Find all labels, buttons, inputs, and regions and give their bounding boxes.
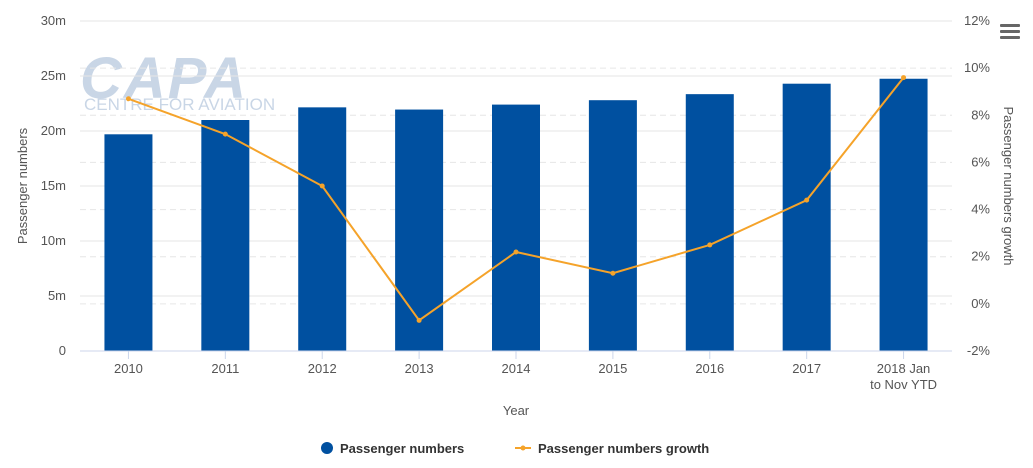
growth-point: [416, 317, 422, 323]
legend-label: Passenger numbers growth: [538, 441, 709, 456]
legend: Passenger numbers Passenger numbers growt…: [321, 441, 709, 456]
legend-label: Passenger numbers: [340, 441, 464, 456]
growth-point: [610, 270, 616, 276]
growth-point: [513, 249, 519, 255]
bar: [298, 107, 347, 351]
x-tick-label: 2012: [308, 361, 337, 376]
growth-point: [901, 75, 907, 81]
bar: [104, 134, 153, 351]
bar: [492, 104, 540, 351]
y2-tick-label: 0%: [971, 296, 990, 311]
x-tick-label-line: to Nov YTD: [870, 377, 937, 392]
axes: 0 5m 10m 15m 20m 25m 30m -2% 0% 2% 4% 6% 8% 10% 12% 201…: [41, 13, 991, 392]
hamburger-menu-icon[interactable]: [1000, 24, 1020, 42]
y-tick-label: 0: [59, 343, 66, 358]
legend-line-marker: [520, 445, 526, 451]
y2-tick-label: 8%: [971, 107, 990, 122]
x-tick-label: 2015: [598, 361, 627, 376]
growth-point: [707, 242, 713, 248]
bar: [685, 94, 734, 352]
x-tick-label: 2016: [695, 361, 724, 376]
y-tick-label: 25m: [41, 68, 66, 83]
growth-point: [804, 197, 810, 203]
x-tick-label: 2017: [792, 361, 821, 376]
bar: [201, 120, 250, 351]
x-tick-label: 2018 Jan to Nov YTD: [870, 361, 937, 392]
y-tick-label: 20m: [41, 123, 66, 138]
watermark-logo-subtext: CENTRE FOR AVIATION: [84, 95, 275, 114]
y2-tick-label: 2%: [971, 249, 990, 264]
x-tick-label: 2013: [405, 361, 434, 376]
growth-point: [319, 183, 325, 189]
y-tick-label: 30m: [41, 13, 66, 28]
x-tick-label-line: 2018 Jan: [877, 361, 931, 376]
growth-point: [222, 131, 228, 137]
watermark-logo-text: CAPA: [80, 46, 248, 111]
y2-tick-label: -2%: [967, 343, 991, 358]
bar-series: [104, 78, 928, 352]
y-tick-label: 5m: [48, 288, 66, 303]
bar: [879, 78, 928, 351]
bar: [588, 100, 637, 351]
x-tick-label: 2014: [502, 361, 531, 376]
line-series: [125, 75, 907, 323]
x-tick-label: 2010: [114, 361, 143, 376]
y2-tick-label: 10%: [964, 60, 990, 75]
x-axis-title: Year: [503, 403, 530, 418]
growth-point: [125, 96, 131, 102]
x-tick-label: 2011: [211, 361, 239, 376]
y-tick-label: 10m: [41, 233, 66, 248]
legend-bar-swatch: [321, 442, 333, 454]
y2-tick-label: 12%: [964, 13, 990, 28]
bar: [395, 109, 444, 351]
y-axis-title: Passenger numbers: [15, 127, 30, 244]
bar: [782, 83, 831, 351]
y2-axis-title: Passenger numbers growth: [1001, 107, 1016, 266]
y2-tick-label: 6%: [971, 154, 990, 169]
y2-tick-label: 4%: [971, 202, 990, 217]
y-tick-label: 15m: [41, 178, 66, 193]
